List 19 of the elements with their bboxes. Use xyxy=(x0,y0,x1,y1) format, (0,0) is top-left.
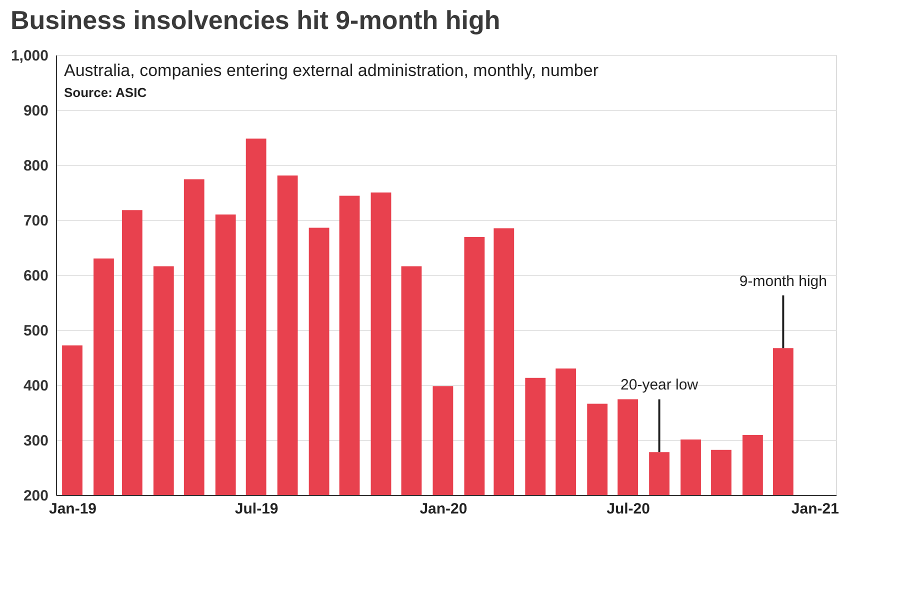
y-tick-label: 300 xyxy=(23,432,48,450)
y-tick-label: 900 xyxy=(23,102,48,120)
y-tick-label: 500 xyxy=(23,322,48,340)
annotation: 9-month high xyxy=(739,272,827,290)
chart-subtitle: Australia, companies entering external administration, monthly, number xyxy=(64,61,599,80)
y-tick-label: 800 xyxy=(23,158,48,174)
chart-title: Business insolvencies hit 9-month high xyxy=(10,5,500,35)
annotation: Source: ASIC xyxy=(64,85,148,100)
y-tick-label: 400 xyxy=(23,378,48,394)
x-tick-label: Jan-21 xyxy=(791,500,839,518)
y-tick-label: 600 xyxy=(23,268,48,284)
x-tick-label: Jul-20 xyxy=(606,500,650,518)
y-tick-label: 200 xyxy=(23,488,48,504)
x-tick-label: Jan-19 xyxy=(48,500,97,518)
x-tick-label: Jul-19 xyxy=(234,500,278,518)
annotation: 20-year low xyxy=(620,376,698,394)
y-tick-label: 700 xyxy=(23,212,48,230)
y-tick-label: 1,000 xyxy=(10,48,48,64)
x-tick-label: Jan-20 xyxy=(420,500,468,518)
